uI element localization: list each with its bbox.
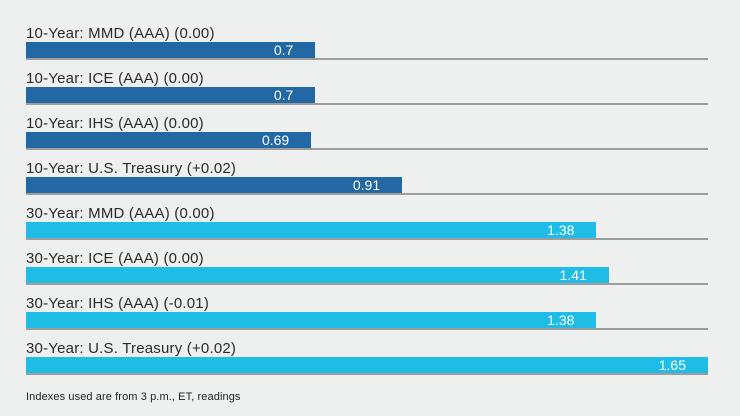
bar-row: 30-Year: ICE (AAA) (0.00) 1.41 bbox=[26, 250, 708, 295]
bar-label: 30-Year: MMD (AAA) (0.00) bbox=[26, 205, 215, 222]
bar-value-label: 0.69 bbox=[261, 132, 290, 148]
bar-row: 10-Year: U.S. Treasury (+0.02) 0.91 bbox=[26, 160, 708, 205]
gridline bbox=[26, 373, 708, 375]
bar-label: 10-Year: MMD (AAA) (0.00) bbox=[26, 25, 215, 42]
bar-label: 30-Year: U.S. Treasury (+0.02) bbox=[26, 340, 237, 357]
bar-track: 1.41 bbox=[26, 267, 708, 285]
bar-track: 0.91 bbox=[26, 177, 708, 195]
gridline bbox=[26, 193, 708, 195]
bar-value-label: 1.41 bbox=[559, 267, 587, 283]
bar-row: 10-Year: ICE (AAA) (0.00) 0.7 bbox=[26, 70, 708, 115]
bar: 0.7 bbox=[26, 42, 316, 58]
bar-value-label: 0.7 bbox=[273, 42, 294, 58]
gridline bbox=[26, 283, 708, 285]
gridline bbox=[26, 148, 708, 150]
bar-row: 10-Year: IHS (AAA) (0.00) 0.69 bbox=[26, 115, 708, 160]
bar-value-label: 1.38 bbox=[547, 222, 575, 238]
bar-track: 0.69 bbox=[26, 132, 708, 150]
bar: 1.65 bbox=[26, 357, 708, 373]
bar-value-label: 1.38 bbox=[547, 312, 575, 328]
bar-value-label: 1.65 bbox=[658, 357, 686, 373]
bar-track: 0.7 bbox=[26, 87, 708, 105]
bar-label: 10-Year: U.S. Treasury (+0.02) bbox=[26, 160, 237, 177]
bar-label: 10-Year: ICE (AAA) (0.00) bbox=[26, 70, 204, 87]
gridline bbox=[26, 328, 708, 330]
gridline bbox=[26, 103, 708, 105]
bar: 1.38 bbox=[26, 312, 597, 328]
bar-value-label: 0.91 bbox=[352, 177, 381, 193]
bar-row: 30-Year: U.S. Treasury (+0.02) 1.65 bbox=[26, 340, 708, 385]
bar-track: 1.38 bbox=[26, 312, 708, 330]
bar-label: 30-Year: IHS (AAA) (-0.01) bbox=[26, 295, 210, 312]
bar: 0.91 bbox=[26, 177, 403, 193]
bar: 1.38 bbox=[26, 222, 597, 238]
bar-row: 10-Year: MMD (AAA) (0.00) 0.7 bbox=[26, 25, 708, 70]
chart-footnote: Indexes used are from 3 p.m., ET, readin… bbox=[26, 391, 241, 403]
bar: 0.7 bbox=[26, 87, 316, 103]
bar: 0.69 bbox=[26, 132, 312, 148]
bar-track: 1.65 bbox=[26, 357, 708, 375]
bar-row: 30-Year: IHS (AAA) (-0.01) 1.38 bbox=[26, 295, 708, 340]
bar-track: 0.7 bbox=[26, 42, 708, 60]
bar-value-label: 0.7 bbox=[273, 87, 294, 103]
bar: 1.41 bbox=[26, 267, 609, 283]
bar-row: 30-Year: MMD (AAA) (0.00) 1.38 bbox=[26, 205, 708, 250]
bar-label: 10-Year: IHS (AAA) (0.00) bbox=[26, 115, 204, 132]
gridline bbox=[26, 238, 708, 240]
bar-label: 30-Year: ICE (AAA) (0.00) bbox=[26, 250, 204, 267]
gridline bbox=[26, 58, 708, 60]
bar-track: 1.38 bbox=[26, 222, 708, 240]
